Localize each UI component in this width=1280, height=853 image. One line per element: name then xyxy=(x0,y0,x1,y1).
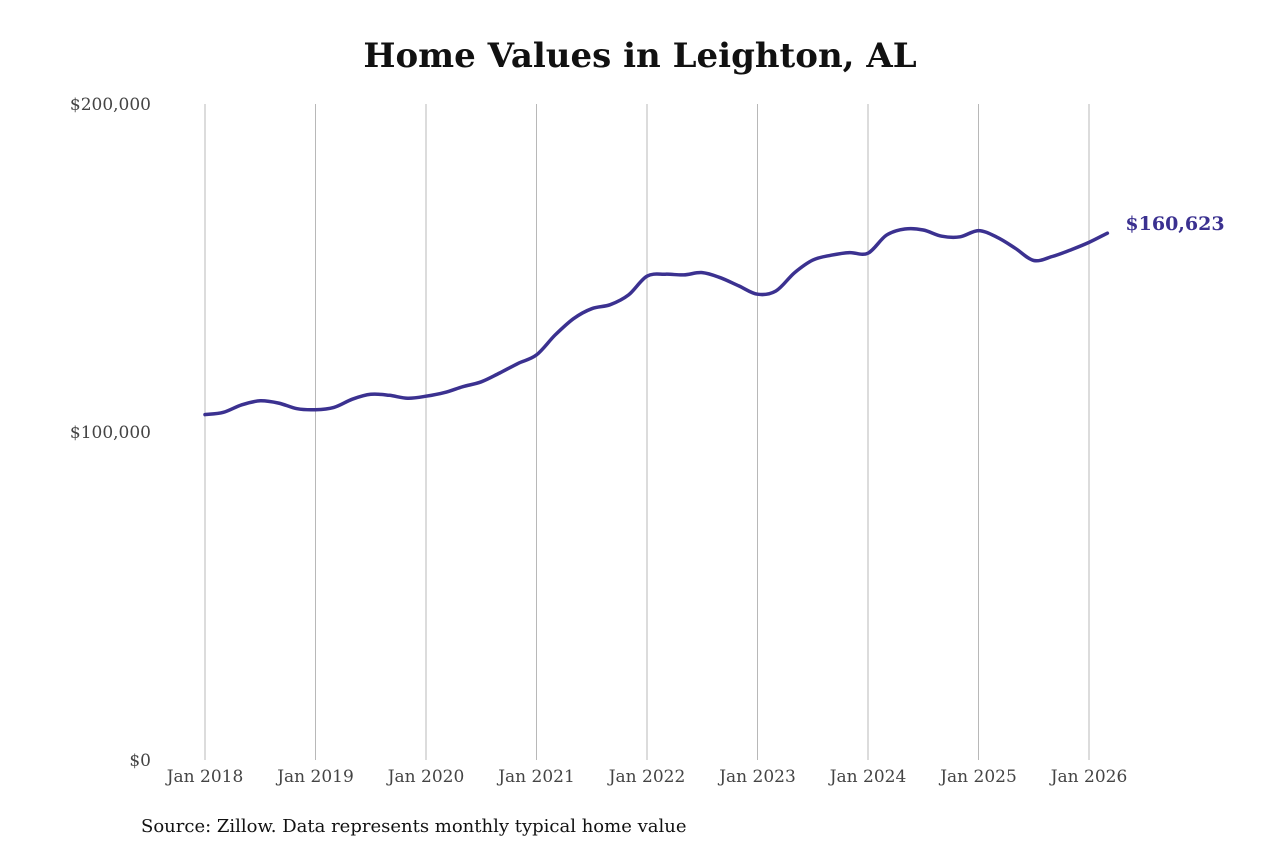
x-tick-label: Jan 2025 xyxy=(938,767,1017,787)
x-tick-label: Jan 2023 xyxy=(717,767,796,787)
x-tick-label: Jan 2026 xyxy=(1049,767,1128,787)
series-line xyxy=(203,226,1110,417)
y-tick-label: $0 xyxy=(129,751,151,771)
x-tick-label: Jan 2020 xyxy=(386,767,465,787)
x-tick-label: Jan 2018 xyxy=(165,767,244,787)
chart-title: Home Values in Leighton, AL xyxy=(363,36,917,76)
y-axis-tick-labels: $0 $100,000 $200,000 xyxy=(70,95,151,771)
x-tick-label: Jan 2024 xyxy=(828,767,907,787)
x-tick-label: Jan 2019 xyxy=(275,767,354,787)
y-tick-label: $200,000 xyxy=(70,95,151,115)
end-value-label: $160,623 xyxy=(1125,213,1224,235)
x-tick-label: Jan 2021 xyxy=(496,767,575,787)
x-tick-label: Jan 2022 xyxy=(607,767,686,787)
y-tick-label: $100,000 xyxy=(70,423,151,443)
grid-lines xyxy=(204,104,1090,760)
series-layer xyxy=(203,226,1110,417)
x-axis-tick-labels: Jan 2018 Jan 2019 Jan 2020 Jan 2021 Jan 2022… xyxy=(165,767,1128,787)
source-note: Source: Zillow. Data represents monthly … xyxy=(141,816,687,837)
